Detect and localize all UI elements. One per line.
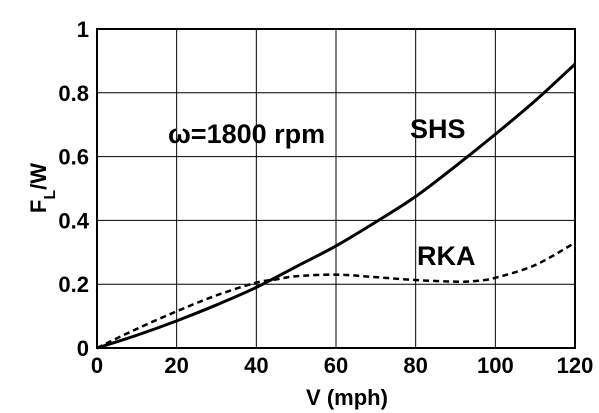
series-layer (96, 62, 577, 350)
omega-annotation: ω=1800 rpm (168, 119, 325, 149)
x-tick-label: 60 (324, 353, 348, 378)
svg-text:FL/W: FL/W (26, 163, 59, 213)
y-tick-label: 0.6 (58, 145, 89, 170)
rka-annotation: RKA (417, 241, 476, 271)
x-tick-label: 100 (477, 353, 514, 378)
shs-annotation: SHS (410, 114, 466, 144)
x-axis-label: V (mph) (306, 385, 388, 410)
y-tick-label: 0.4 (58, 208, 89, 233)
tick-labels: 0 20 40 60 80 100 120 0 0.2 0.4 0.6 0.8 1 (58, 17, 593, 378)
y-tick-label: 1 (77, 17, 89, 42)
y-tick-label: 0.8 (58, 81, 89, 106)
x-tick-label: 80 (403, 353, 427, 378)
y-axis-label-sub: L (42, 190, 59, 200)
y-tick-label: 0.2 (58, 272, 89, 297)
x-tick-label: 0 (91, 353, 103, 378)
y-axis-label-rest: /W (26, 163, 51, 190)
series-line-shs (96, 62, 577, 350)
y-tick-label: 0 (77, 336, 89, 361)
y-axis-label: FL/W (26, 163, 59, 213)
plot-frame (96, 28, 576, 349)
x-tick-label: 20 (164, 353, 188, 378)
x-tick-label: 40 (244, 353, 268, 378)
grid (97, 29, 575, 348)
x-tick-label: 120 (557, 353, 594, 378)
y-axis-label-main: F (26, 200, 51, 213)
series-line-rka (96, 241, 576, 350)
